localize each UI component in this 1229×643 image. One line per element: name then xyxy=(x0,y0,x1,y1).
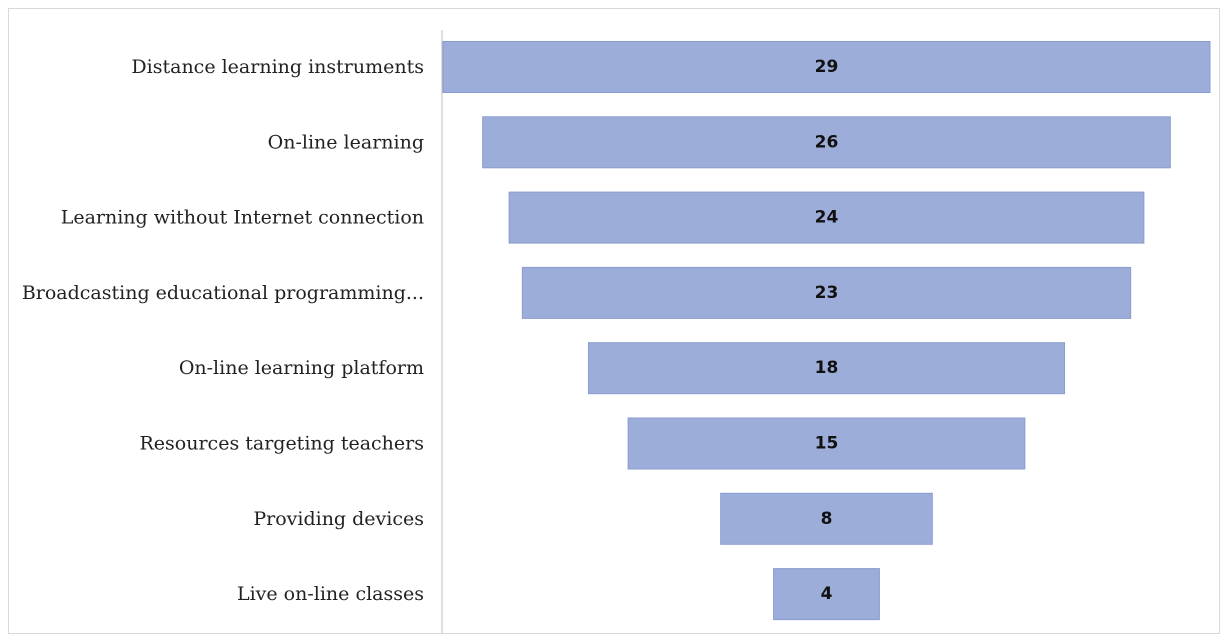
category-label: Resources targeting teachers xyxy=(140,433,425,455)
funnel-bar xyxy=(482,116,1171,169)
data-label: 18 xyxy=(815,358,839,378)
funnel-bar xyxy=(508,191,1145,244)
category-label: On-line learning xyxy=(268,131,424,153)
data-label: 15 xyxy=(815,434,839,454)
data-label: 4 xyxy=(821,584,833,604)
category-label: Learning without Internet connection xyxy=(61,207,424,229)
bars-layer xyxy=(442,41,1211,621)
chart-frame xyxy=(8,8,1220,634)
data-label: 23 xyxy=(815,283,839,303)
funnel-bar xyxy=(720,492,933,545)
category-label: Broadcasting educational programming... xyxy=(22,282,424,304)
funnel-bar xyxy=(587,342,1066,395)
funnel-bar xyxy=(521,266,1132,319)
funnel-bar xyxy=(442,41,1211,93)
funnel-bar xyxy=(627,417,1026,470)
data-label: 24 xyxy=(815,208,839,228)
funnel-bar xyxy=(773,568,880,621)
data-label: 8 xyxy=(821,509,833,529)
category-label: Providing devices xyxy=(253,508,424,530)
category-label: Live on-line classes xyxy=(237,583,424,605)
labels-layer: 29 Distance learning instruments 26 On-line… xyxy=(22,56,839,605)
data-label: 26 xyxy=(815,132,839,152)
data-label: 29 xyxy=(815,57,839,77)
category-label: On-line learning platform xyxy=(179,357,424,379)
category-label: Distance learning instruments xyxy=(131,56,424,78)
